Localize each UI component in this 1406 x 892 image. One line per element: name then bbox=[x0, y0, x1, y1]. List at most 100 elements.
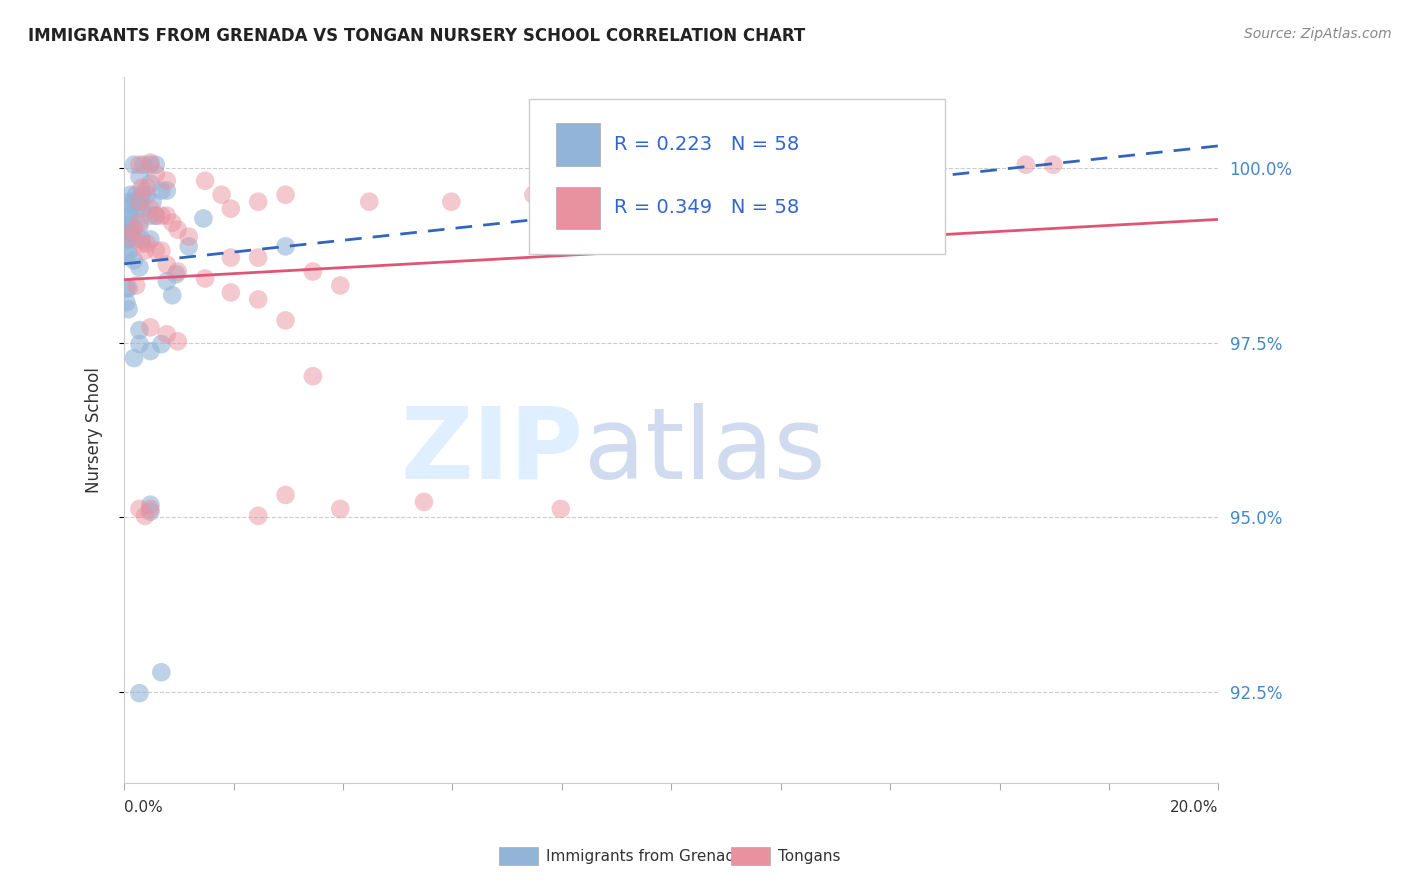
Point bbox=[329, 278, 352, 293]
Point bbox=[359, 194, 381, 209]
Text: ZIP: ZIP bbox=[401, 402, 583, 500]
Point bbox=[247, 251, 270, 265]
Point bbox=[247, 293, 270, 307]
Point bbox=[540, 184, 562, 198]
FancyBboxPatch shape bbox=[529, 99, 945, 253]
Point bbox=[128, 323, 150, 337]
Point bbox=[120, 226, 142, 240]
Point bbox=[128, 194, 150, 209]
Point bbox=[115, 226, 138, 240]
Point bbox=[165, 268, 187, 282]
Point bbox=[631, 180, 654, 194]
Point bbox=[1015, 158, 1038, 172]
Point bbox=[131, 187, 153, 202]
Point bbox=[117, 281, 139, 295]
Point bbox=[117, 246, 139, 260]
Point bbox=[194, 271, 217, 285]
Point bbox=[120, 187, 142, 202]
Point bbox=[329, 502, 352, 516]
Point bbox=[122, 232, 145, 246]
Text: IMMIGRANTS FROM GRENADA VS TONGAN NURSERY SCHOOL CORRELATION CHART: IMMIGRANTS FROM GRENADA VS TONGAN NURSER… bbox=[28, 27, 806, 45]
Point bbox=[219, 202, 242, 216]
Text: Immigrants from Grenada: Immigrants from Grenada bbox=[546, 849, 744, 863]
Point bbox=[247, 508, 270, 523]
Point bbox=[219, 285, 242, 300]
Point bbox=[115, 232, 138, 246]
Point bbox=[150, 244, 173, 258]
Point bbox=[122, 253, 145, 268]
Point bbox=[128, 337, 150, 351]
Point bbox=[550, 502, 572, 516]
Point bbox=[125, 202, 148, 216]
Text: R = 0.349   N = 58: R = 0.349 N = 58 bbox=[614, 198, 800, 218]
Point bbox=[125, 278, 148, 293]
Point bbox=[177, 239, 200, 253]
Point bbox=[139, 502, 162, 516]
Point bbox=[128, 502, 150, 516]
Point bbox=[139, 320, 162, 334]
Point bbox=[139, 177, 162, 191]
Point bbox=[115, 295, 138, 310]
Point bbox=[117, 302, 139, 317]
Point bbox=[131, 236, 153, 251]
Point bbox=[150, 337, 173, 351]
Point bbox=[122, 219, 145, 233]
Point bbox=[134, 244, 156, 258]
Point bbox=[162, 216, 184, 230]
Point bbox=[120, 229, 142, 244]
Point bbox=[117, 232, 139, 246]
Point bbox=[1042, 158, 1064, 172]
Point bbox=[156, 327, 179, 342]
Point bbox=[115, 211, 138, 226]
Point bbox=[115, 246, 138, 260]
Text: 20.0%: 20.0% bbox=[1170, 800, 1219, 815]
Point bbox=[122, 194, 145, 209]
Point bbox=[145, 209, 167, 223]
Point bbox=[115, 281, 138, 295]
Point bbox=[156, 174, 179, 188]
Point bbox=[122, 222, 145, 236]
Point bbox=[194, 174, 217, 188]
Point bbox=[247, 194, 270, 209]
Y-axis label: Nursery School: Nursery School bbox=[86, 368, 103, 493]
Point bbox=[142, 194, 165, 209]
Point bbox=[274, 239, 297, 253]
Point bbox=[162, 288, 184, 302]
Point bbox=[131, 232, 153, 246]
Point bbox=[145, 158, 167, 172]
Point bbox=[131, 202, 153, 216]
Point bbox=[128, 686, 150, 700]
Point bbox=[686, 202, 709, 216]
Point bbox=[128, 194, 150, 209]
Point bbox=[128, 219, 150, 233]
Text: Tongans: Tongans bbox=[778, 849, 839, 863]
Point bbox=[139, 202, 162, 216]
Point bbox=[115, 219, 138, 233]
Point bbox=[125, 187, 148, 202]
Text: 0.0%: 0.0% bbox=[124, 800, 163, 815]
Point bbox=[120, 202, 142, 216]
Point bbox=[274, 187, 297, 202]
Point bbox=[219, 251, 242, 265]
Text: Source: ZipAtlas.com: Source: ZipAtlas.com bbox=[1244, 27, 1392, 41]
Point bbox=[139, 232, 162, 246]
Point bbox=[134, 508, 156, 523]
Point bbox=[302, 369, 325, 384]
Point bbox=[139, 498, 162, 512]
Point bbox=[132, 158, 155, 172]
Point bbox=[156, 258, 179, 272]
Point bbox=[117, 219, 139, 233]
Point bbox=[139, 155, 162, 169]
Bar bbox=[557, 123, 600, 166]
Bar bbox=[557, 186, 600, 229]
Point bbox=[122, 158, 145, 172]
Point bbox=[166, 264, 188, 278]
Point bbox=[302, 264, 325, 278]
Point bbox=[440, 194, 463, 209]
Point bbox=[274, 313, 297, 327]
Point bbox=[128, 169, 150, 184]
Point bbox=[122, 351, 145, 365]
Point bbox=[193, 211, 215, 226]
Point bbox=[150, 184, 173, 198]
Point bbox=[128, 158, 150, 172]
